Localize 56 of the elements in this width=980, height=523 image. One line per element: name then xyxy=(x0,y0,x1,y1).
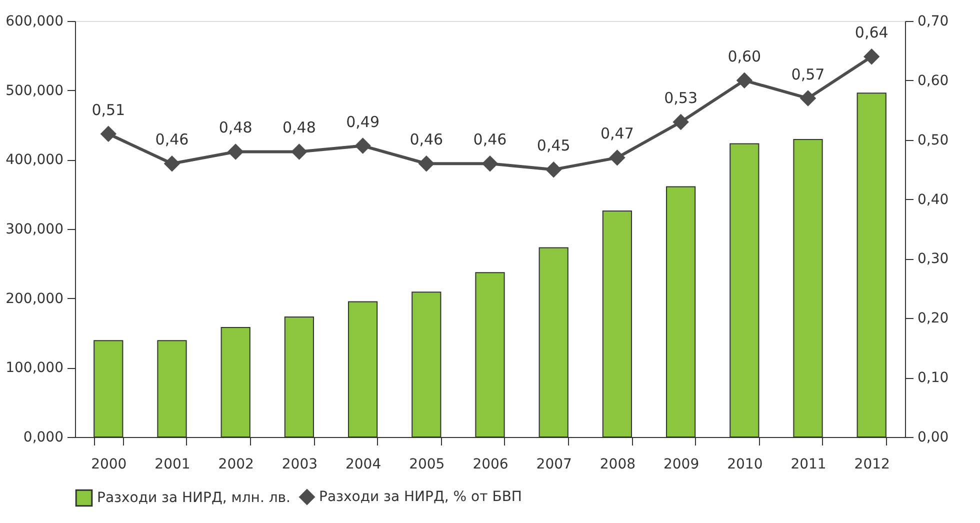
point xyxy=(100,126,116,142)
y-tick-label: 300,000 xyxy=(6,222,64,238)
point xyxy=(800,90,816,106)
data-label: 0,46 xyxy=(473,130,507,149)
point xyxy=(228,144,244,160)
y2-tick-label: 0,10 xyxy=(918,370,949,386)
point xyxy=(546,162,562,178)
x-tick-label: 2009 xyxy=(663,456,700,472)
point xyxy=(355,138,371,154)
legend-label: Разходи за НИРД, % от БВП xyxy=(319,489,522,505)
x-tick-label: 2003 xyxy=(282,456,318,472)
legend-label: Разходи за НИРД, млн. лв. xyxy=(97,490,291,506)
data-label: 0,64 xyxy=(854,24,888,42)
x-tick-label: 2010 xyxy=(727,456,763,472)
data-label: 0,48 xyxy=(218,118,252,137)
data-label: 0,46 xyxy=(410,130,444,149)
x-tick-label: 2011 xyxy=(790,456,826,472)
point xyxy=(673,114,689,130)
y2-tick-label: 0,20 xyxy=(918,310,949,327)
y-tick-label: 500,000 xyxy=(6,82,64,99)
x-tick-label: 2006 xyxy=(472,456,508,472)
point xyxy=(418,156,434,172)
data-label: 0,57 xyxy=(791,65,825,84)
x-tick-label: 2008 xyxy=(600,456,636,472)
y2-tick-label: 0,00 xyxy=(918,430,949,446)
data-label: 0,47 xyxy=(600,124,634,143)
point xyxy=(864,48,880,64)
y2-tick-label: 0,60 xyxy=(918,72,949,89)
y-tick-label: 200,000 xyxy=(6,290,64,307)
x-tick-label: 2007 xyxy=(536,456,572,472)
point xyxy=(291,144,307,160)
y-tick-label: 600,000 xyxy=(6,14,64,30)
x-tick-label: 2012 xyxy=(854,456,890,472)
y-tick-label: 100,000 xyxy=(6,360,64,376)
data-label: 0,48 xyxy=(282,118,316,137)
y2-tick-label: 0,70 xyxy=(918,14,949,30)
data-label: 0,46 xyxy=(155,130,189,149)
y-tick-label: 400,000 xyxy=(6,152,64,168)
x-tick-label: 2002 xyxy=(218,456,254,472)
y2-tick-label: 0,40 xyxy=(918,192,949,208)
x-tick-label: 2004 xyxy=(345,456,382,472)
point xyxy=(736,72,752,88)
data-label: 0,45 xyxy=(536,136,570,155)
x-tick-label: 2000 xyxy=(91,456,127,472)
data-label: 0,51 xyxy=(92,100,126,119)
y-tick-label: 0,000 xyxy=(23,430,64,446)
x-tick-label: 2005 xyxy=(409,456,445,472)
y2-tick-label: 0,30 xyxy=(918,251,949,268)
point xyxy=(482,156,498,172)
data-label: 0,49 xyxy=(346,112,380,131)
data-label: 0,53 xyxy=(664,89,698,108)
x-tick-label: 2001 xyxy=(154,456,190,472)
point xyxy=(164,156,180,172)
point xyxy=(609,150,625,166)
y2-tick-label: 0,50 xyxy=(918,132,949,148)
data-label: 0,60 xyxy=(728,47,762,66)
